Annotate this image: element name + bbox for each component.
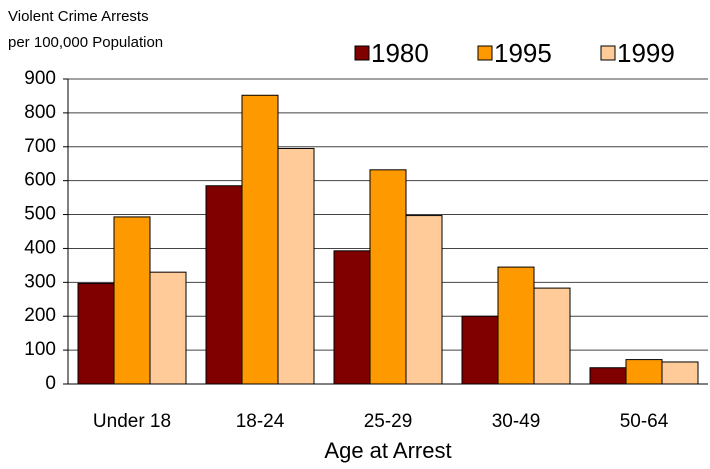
bar xyxy=(625,359,663,385)
legend-label: 1980 xyxy=(371,38,429,68)
y-tick-label: 0 xyxy=(45,373,56,394)
bar xyxy=(533,287,571,385)
x-tick-label: 50-64 xyxy=(620,411,669,432)
y-tick-label: 100 xyxy=(24,339,56,360)
bar xyxy=(497,266,535,385)
bar xyxy=(461,315,499,385)
y-tick-label: 400 xyxy=(24,237,56,258)
legend-label: 1995 xyxy=(494,38,552,68)
bar xyxy=(149,271,187,385)
x-tick-label: 25-29 xyxy=(364,411,413,432)
bar xyxy=(277,147,315,385)
x-tick-label: Under 18 xyxy=(93,411,171,432)
bar xyxy=(405,215,443,385)
x-tick-label: 30-49 xyxy=(492,411,541,432)
y-tick-label: 700 xyxy=(24,136,56,157)
bar xyxy=(369,169,407,385)
bar xyxy=(205,185,243,385)
y-tick-label: 300 xyxy=(24,271,56,292)
x-tick-label: 18-24 xyxy=(236,411,285,432)
legend-swatch xyxy=(354,45,370,61)
y-tick-label: 800 xyxy=(24,102,56,123)
x-axis-label: Age at Arrest xyxy=(324,438,451,463)
bar xyxy=(333,250,371,385)
y-tick-label: 200 xyxy=(24,305,56,326)
y-axis-label: per 100,000 Population xyxy=(8,34,163,51)
y-axis-label: Violent Crime Arrests xyxy=(8,8,149,25)
bar xyxy=(77,282,115,385)
y-tick-label: 500 xyxy=(24,204,56,225)
legend-label: 1999 xyxy=(617,38,675,68)
legend-swatch xyxy=(477,45,493,61)
y-tick-label: 600 xyxy=(24,170,56,191)
legend-swatch xyxy=(600,45,616,61)
bar xyxy=(113,216,151,385)
bar xyxy=(241,94,279,385)
bar xyxy=(661,361,699,385)
y-tick-label: 900 xyxy=(24,68,56,89)
bar xyxy=(589,367,627,385)
